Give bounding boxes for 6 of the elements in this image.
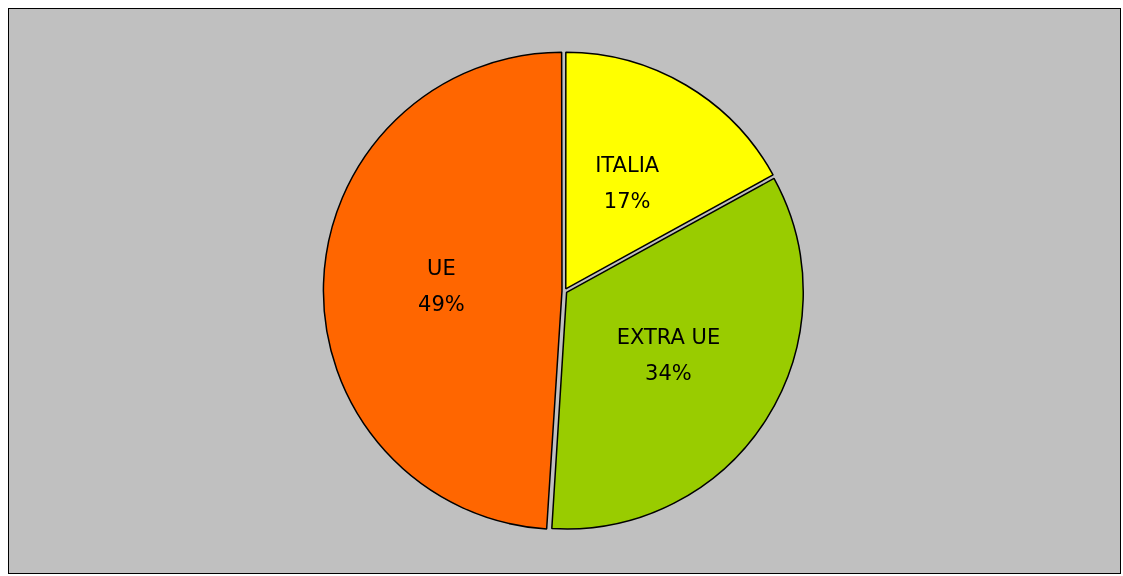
slice-label: ITALIA xyxy=(595,153,660,178)
data-label: 49% xyxy=(418,291,465,316)
slice-label: EXTRA UE xyxy=(616,325,721,350)
data-label: 17% xyxy=(603,189,651,214)
slice-label: UE xyxy=(427,255,456,280)
data-label: 34% xyxy=(645,361,692,386)
